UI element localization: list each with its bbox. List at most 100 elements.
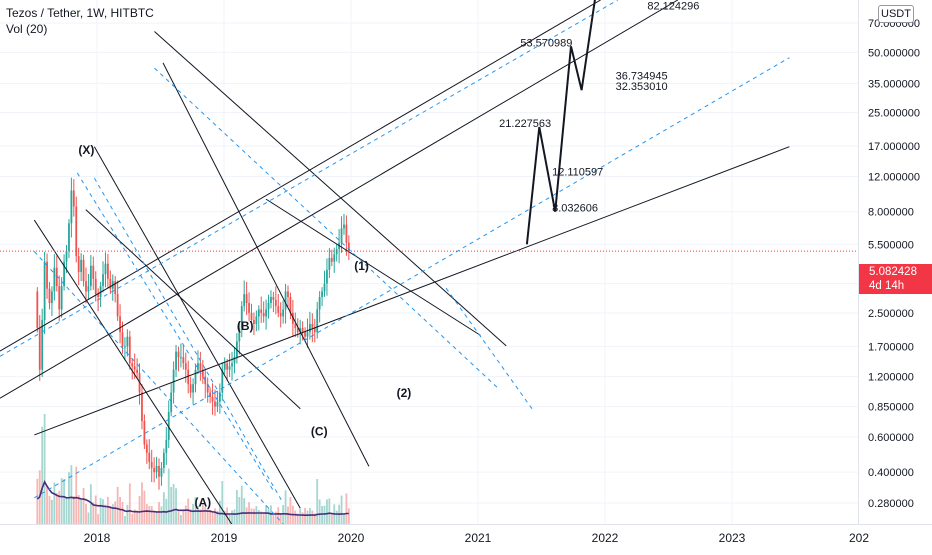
time-tick-label: 202: [849, 531, 869, 545]
candle-body: [218, 392, 221, 402]
candle-body: [102, 274, 104, 287]
volume-bar: [158, 502, 160, 524]
candle-body: [313, 327, 316, 333]
target-price-label: 53.570989: [520, 37, 572, 49]
candle-body: [148, 452, 151, 462]
volume-bar: [274, 511, 277, 524]
volume-bar: [182, 510, 185, 524]
volume-bar: [311, 510, 314, 524]
candle-body: [326, 269, 328, 284]
candle-body: [199, 363, 202, 370]
volume-bar: [340, 495, 343, 524]
volume-bar: [233, 509, 236, 524]
channel-line-dashed: [33, 251, 284, 525]
candle-body: [270, 296, 272, 303]
projection-polyline: [525, 0, 596, 245]
volume-bar: [218, 500, 221, 524]
volume-bar: [145, 504, 148, 524]
candle-body: [189, 384, 192, 393]
volume-bar: [94, 495, 97, 524]
volume-bar: [250, 508, 253, 524]
volume-bar: [211, 512, 214, 524]
candle-body: [206, 384, 209, 393]
candle-body: [296, 327, 299, 333]
volume-bar: [143, 490, 146, 524]
candle-body: [211, 396, 214, 402]
volume-bar: [228, 514, 231, 524]
candle-body: [274, 299, 277, 307]
candle-body: [85, 281, 87, 292]
candle-body: [180, 357, 182, 359]
volume-bar: [138, 496, 141, 524]
volume-bar: [124, 516, 126, 524]
symbol-title[interactable]: Tezos / Tether, 1W, HITBTC: [6, 6, 154, 20]
candle-body: [92, 265, 95, 279]
price-tick-label: 25.000000: [868, 108, 920, 120]
chart-legend: Tezos / Tether, 1W, HITBTC Vol (20): [6, 5, 154, 37]
wave-label: (A): [194, 495, 211, 509]
price-tick-label: 1.700000: [868, 341, 914, 353]
volume-bar: [306, 510, 309, 524]
candle-body: [294, 323, 297, 328]
candle-body: [60, 286, 63, 310]
candle-body: [306, 332, 309, 337]
volume-bar: [162, 492, 165, 524]
candle-body: [38, 327, 41, 370]
candle-body: [68, 223, 70, 251]
candle-body: [284, 291, 287, 310]
target-price-label: 12.110597: [552, 167, 603, 179]
last-price-badge: 5.082428 4d 14h: [859, 264, 932, 294]
candle-body: [309, 323, 311, 333]
candle-body: [160, 467, 163, 477]
volume-bar: [243, 498, 246, 524]
candle-body: [143, 421, 146, 445]
candle-body: [238, 327, 241, 342]
target-price-label: 36.734945: [616, 70, 668, 82]
volume-bar: [92, 502, 95, 524]
volume-bar: [272, 513, 275, 524]
target-price-label: 21.227563: [499, 118, 551, 130]
candle-body: [89, 265, 92, 287]
price-tick-label: 35.000000: [868, 78, 920, 90]
candle-body: [289, 296, 292, 313]
volume-bar: [335, 510, 338, 524]
candle-body: [46, 261, 48, 289]
volume-bar: [133, 509, 136, 524]
candle-body: [257, 309, 260, 317]
volume-bar: [277, 507, 280, 524]
price-tick-label: 12.000000: [868, 171, 920, 183]
candle-body: [75, 206, 78, 257]
volume-bar: [316, 479, 319, 524]
volume-bar: [180, 515, 182, 524]
candle-body: [321, 291, 323, 297]
last-price-value: 5.082428: [869, 266, 917, 278]
candle-body: [345, 224, 348, 243]
candle-body: [87, 286, 90, 292]
candle-body: [133, 366, 136, 370]
volume-bar: [128, 483, 131, 524]
candle-body: [187, 369, 190, 385]
channel-line: [33, 219, 233, 525]
candle-body: [124, 346, 126, 348]
candle-body: [150, 461, 153, 468]
candle-body: [301, 327, 304, 333]
volume-bar: [141, 482, 143, 524]
time-tick-label: 2023: [719, 531, 746, 545]
candle-body: [58, 286, 61, 310]
candle-body: [262, 312, 265, 317]
channel-line: [162, 62, 370, 467]
candle-body: [155, 465, 158, 473]
volume-indicator-label[interactable]: Vol (20): [6, 22, 48, 36]
candle-body: [158, 465, 160, 477]
volume-bar: [299, 509, 302, 524]
channel-line: [34, 146, 790, 436]
price-tick-label: 0.600000: [868, 432, 914, 444]
currency-badge[interactable]: USDT: [878, 5, 914, 23]
volume-bar: [257, 510, 260, 524]
volume-bar: [197, 505, 199, 524]
wave-label: (C): [311, 424, 328, 438]
volume-bar: [89, 484, 92, 524]
candle-body: [343, 224, 345, 229]
